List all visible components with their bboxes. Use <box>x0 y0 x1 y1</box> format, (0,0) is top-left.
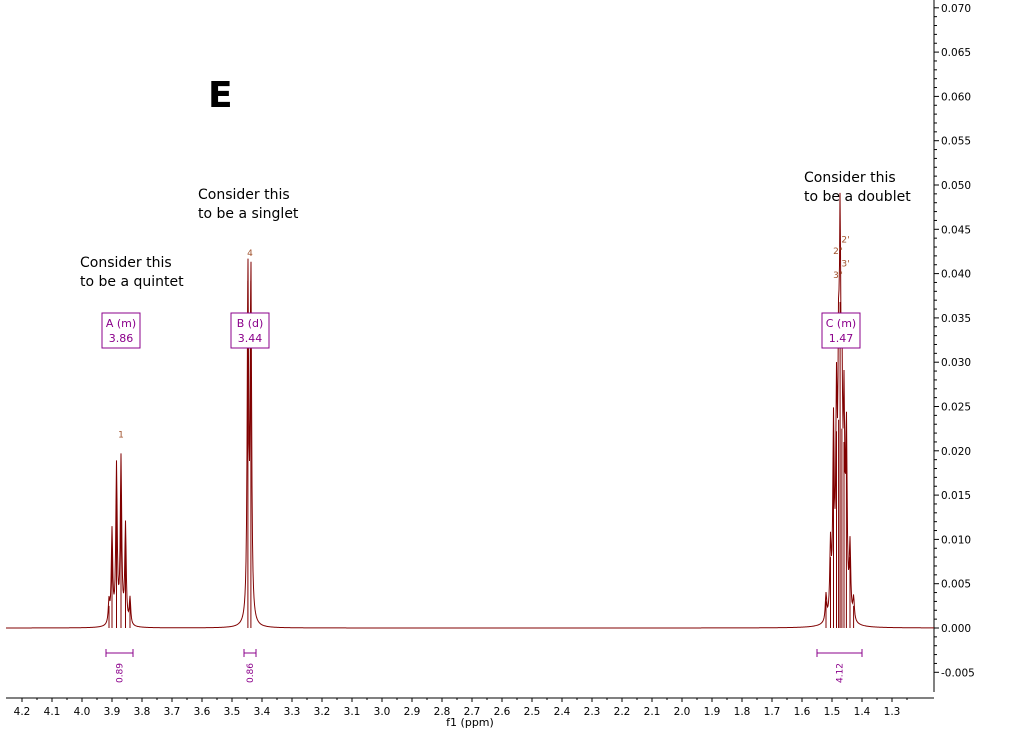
x-tick-label: 3.9 <box>104 706 121 718</box>
multiplet-frame <box>101 312 141 349</box>
x-tick-label: 2.5 <box>524 706 541 718</box>
integral-bracket: 4.12 <box>816 649 863 683</box>
spectrum-trace <box>6 192 934 629</box>
multiplet-frame <box>821 312 861 349</box>
multiplet-shift: 3.86 <box>109 332 134 345</box>
x-tick-label: 2.9 <box>404 706 421 718</box>
peak-label: 3" <box>833 271 843 281</box>
multiplet-shift: 3.44 <box>238 332 263 345</box>
integral-value: 0.86 <box>246 663 256 683</box>
peak-label: 2' <box>841 236 849 246</box>
integral-bracket: 0.89 <box>105 649 134 683</box>
x-tick-label: 2.0 <box>674 706 691 718</box>
integral-bracket: 0.86 <box>243 649 257 683</box>
x-tick-label: 4.2 <box>14 706 31 718</box>
x-tick-label: 1.7 <box>764 706 781 718</box>
x-tick-label: 1.6 <box>794 706 811 718</box>
y-tick-label: 0.005 <box>941 579 971 591</box>
y-tick-label: 0.060 <box>941 91 971 103</box>
multiplet-box: A (m) 3.86 <box>101 312 141 349</box>
x-tick-label: 3.2 <box>314 706 331 718</box>
x-tick-label: 3.3 <box>284 706 301 718</box>
annotation-doublet-line-1: Consider this <box>804 170 896 186</box>
x-tick-label: 4.0 <box>74 706 91 718</box>
x-tick-label: 1.5 <box>824 706 841 718</box>
x-tick-label: 3.1 <box>344 706 361 718</box>
x-tick-label: 1.9 <box>704 706 721 718</box>
annotation-quintet-line-2: to be a quintet <box>80 274 184 290</box>
y-tick-label: 0.015 <box>941 490 971 502</box>
multiplet-label: C (m) <box>826 317 856 330</box>
x-tick-label: 3.8 <box>134 706 151 718</box>
multiplet-frame <box>230 312 270 349</box>
y-tick-label: 0.010 <box>941 534 971 546</box>
peak-label: 3' <box>841 260 849 270</box>
x-tick-label: 3.7 <box>164 706 181 718</box>
y-tick-label: 0.035 <box>941 313 971 325</box>
x-tick-label: 2.1 <box>644 706 661 718</box>
y-tick-label: 0.020 <box>941 446 971 458</box>
integral-value: 0.89 <box>116 663 126 683</box>
x-tick-label: 2.8 <box>434 706 451 718</box>
x-tick-label: 3.4 <box>254 706 271 718</box>
x-tick-label: 2.7 <box>464 706 481 718</box>
x-tick-label: 2.2 <box>614 706 631 718</box>
multiplet-label: B (d) <box>237 317 264 330</box>
y-tick-label: 0.070 <box>941 3 971 15</box>
x-tick-label: 2.4 <box>554 706 571 718</box>
annotation-doublet-line-2: to be a doublet <box>804 189 911 205</box>
integral-value: 4.12 <box>836 663 846 683</box>
y-tick-label: 0.065 <box>941 47 971 59</box>
x-tick-label: 1.4 <box>854 706 871 718</box>
peak-label: 2" <box>833 247 843 257</box>
y-tick-label: 0.000 <box>941 623 971 635</box>
x-tick-label: 1.3 <box>884 706 901 718</box>
x-tick-label: 4.1 <box>44 706 61 718</box>
peak-label: 1 <box>118 431 124 441</box>
y-tick-label: 0.030 <box>941 357 971 369</box>
x-tick-label: 3.5 <box>224 706 241 718</box>
y-tick-label: 0.050 <box>941 180 971 192</box>
multiplet-box: C (m) 1.47 <box>821 312 861 349</box>
plot-area: -0.005 0.000 0.005 0.010 0.015 0.020 0.025 0.03… <box>6 0 975 718</box>
peak-label: 4 <box>247 249 253 259</box>
x-tick-label: 3.6 <box>194 706 211 718</box>
y-tick-label: 0.055 <box>941 136 971 148</box>
x-tick-label: 3.0 <box>374 706 391 718</box>
annotation-quintet-line-1: Consider this <box>80 255 172 271</box>
multiplet-box: B (d) 3.44 <box>230 312 270 349</box>
y-tick-label: -0.005 <box>941 667 975 679</box>
panel-letter: E <box>208 75 233 116</box>
annotation-singlet-line-2: to be a singlet <box>198 206 299 222</box>
multiplet-label: A (m) <box>106 317 136 330</box>
x-axis-title: f1 (ppm) <box>446 716 494 729</box>
y-tick-label: 0.045 <box>941 224 971 236</box>
x-tick-label: 1.8 <box>734 706 751 718</box>
annotation-singlet-line-1: Consider this <box>198 187 290 203</box>
x-tick-label: 2.3 <box>584 706 601 718</box>
y-tick-label: 0.025 <box>941 402 971 414</box>
y-tick-label: 0.040 <box>941 269 971 281</box>
multiplet-shift: 1.47 <box>829 332 854 345</box>
x-tick-label: 2.6 <box>494 706 511 718</box>
